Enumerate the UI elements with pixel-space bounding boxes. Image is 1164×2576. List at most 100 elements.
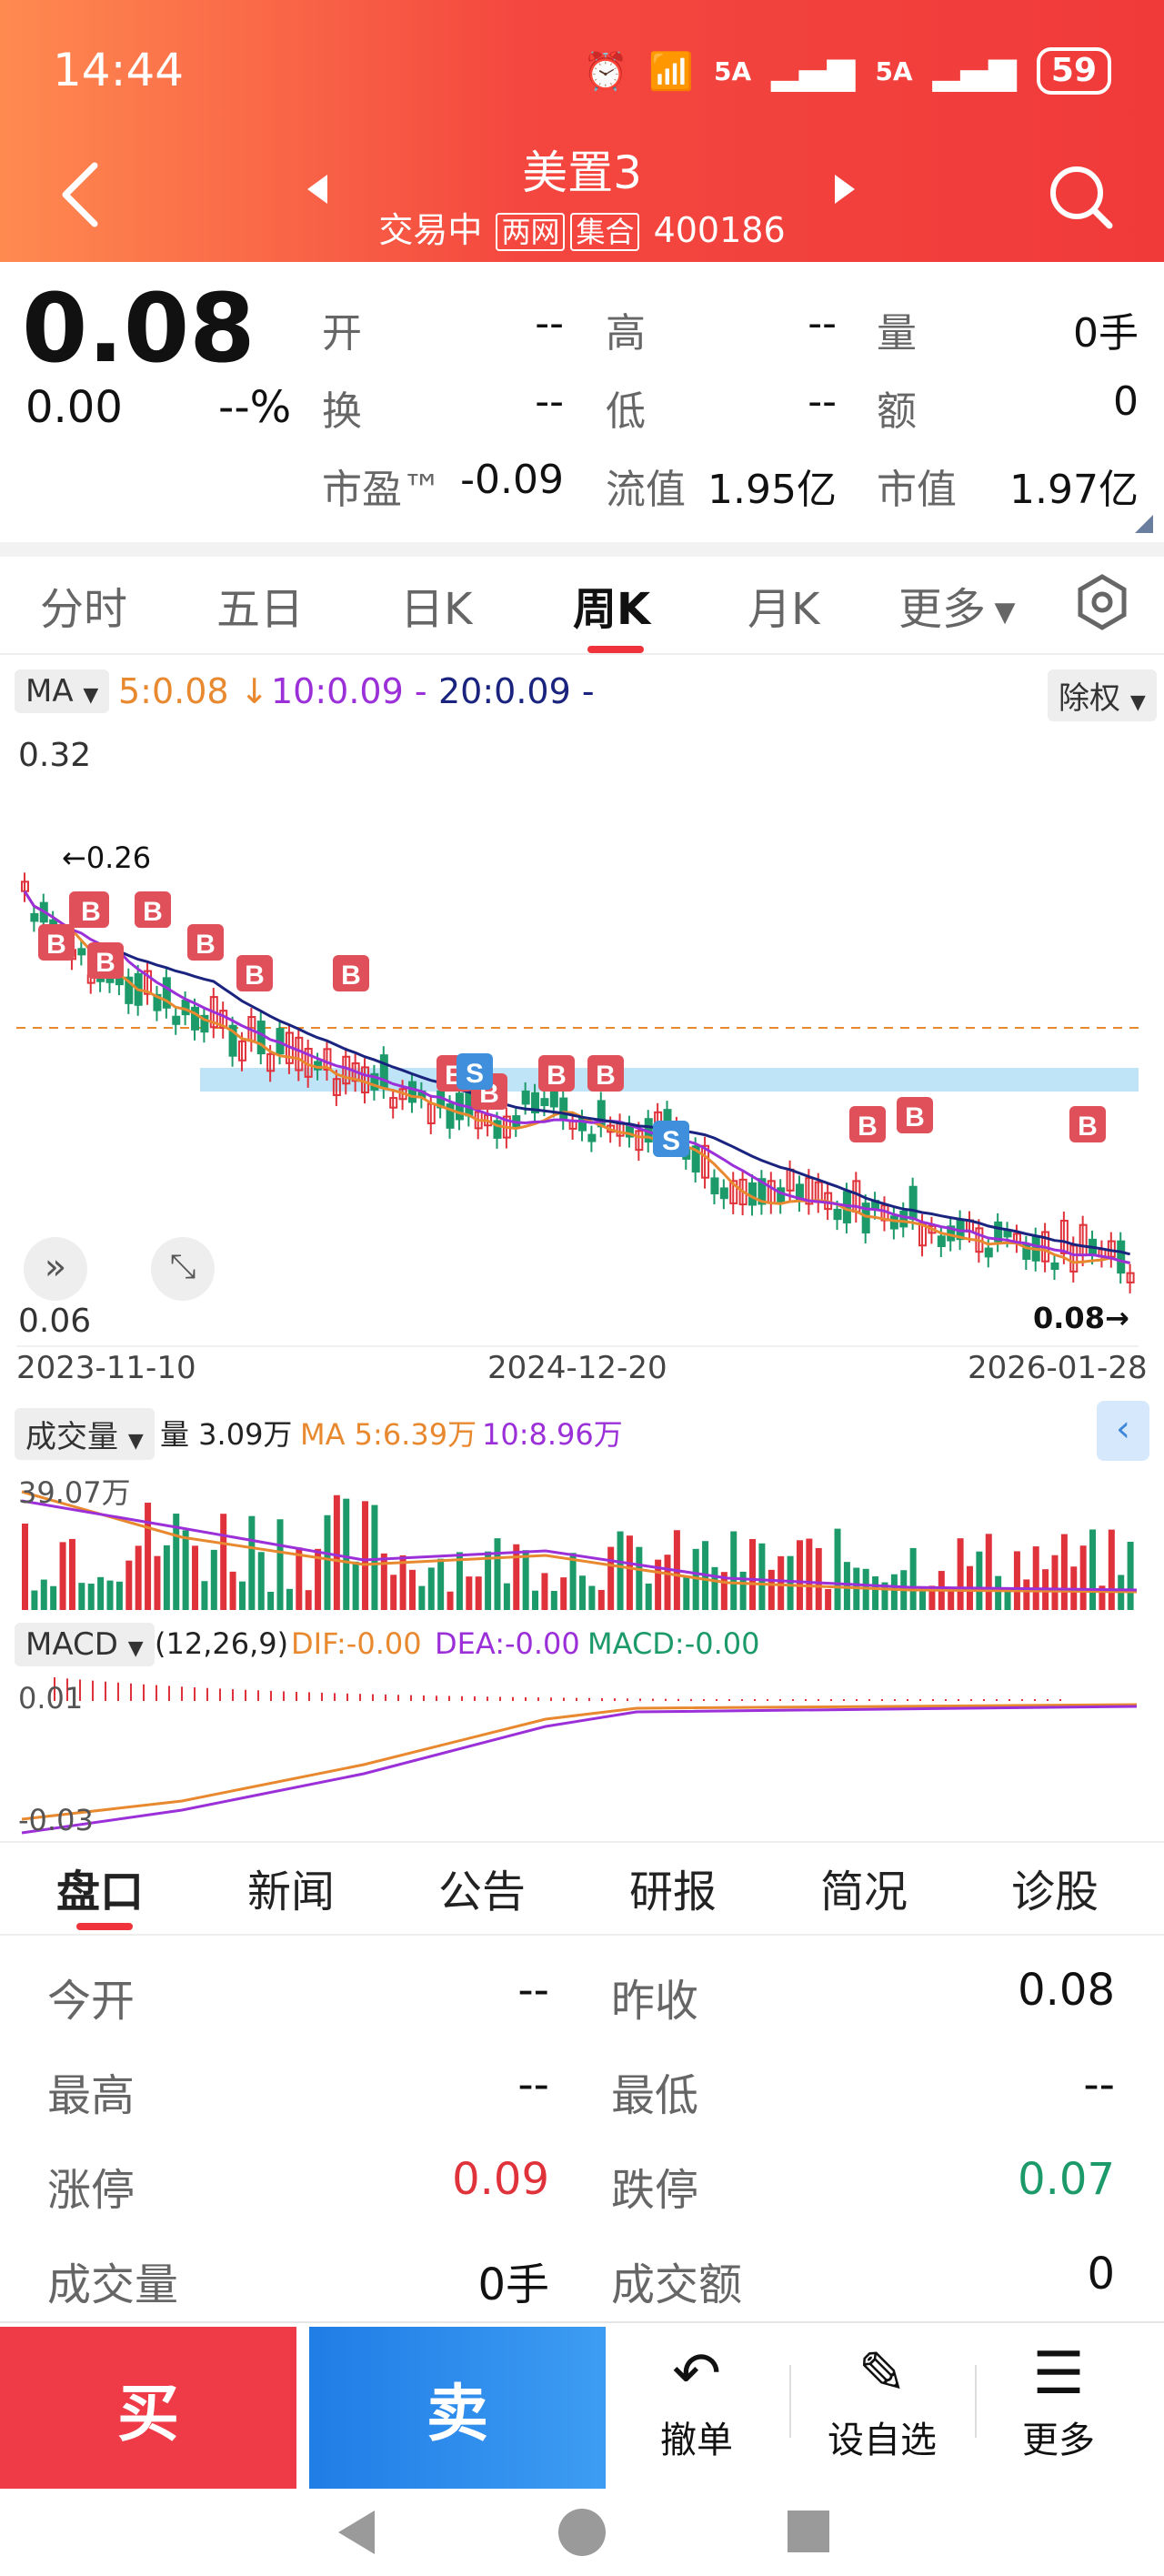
tab-more[interactable]: 更多 ▼ [898, 573, 1016, 637]
candle [1126, 1272, 1135, 1283]
signal-label-1: 5A [713, 55, 752, 86]
buy-signal-tag: B [1069, 1106, 1106, 1142]
y-high-label: 0.32 [18, 737, 92, 774]
macd-dif-line [21, 1703, 1138, 1821]
back-nav-icon[interactable] [335, 2507, 378, 2558]
volume-bar [50, 1585, 57, 1610]
ma-selector[interactable]: MA ▼ [15, 669, 110, 713]
buy-tag-bg [333, 955, 369, 991]
volume-bar [163, 1545, 170, 1610]
volume-bar [437, 1558, 445, 1610]
quote-label: 低 [606, 388, 646, 435]
back-icon[interactable] [58, 160, 104, 229]
volume-bar [730, 1531, 738, 1610]
add-watchlist-button[interactable]: ✎ 设自选 [800, 2338, 964, 2463]
quote-value: -- [535, 300, 564, 347]
tab-pankou[interactable]: 盘口 [56, 1867, 145, 1917]
volume-bar [238, 1581, 246, 1610]
status-icons: ⏰ 📶 5A ▂▄▆ 5A ▂▄▆ 59 [583, 47, 1111, 95]
active-tab-underline [587, 646, 644, 653]
candle [30, 912, 39, 922]
volume-bar [1032, 1546, 1039, 1610]
volume-bar [550, 1591, 557, 1610]
expand-chart-icon[interactable]: » [24, 1237, 87, 1301]
prev-stock-icon[interactable] [304, 171, 331, 207]
volume-bar [173, 1514, 180, 1610]
more-button[interactable]: ☰ 更多 [977, 2338, 1140, 2463]
cancel-order-button[interactable]: ↶ 撤单 [615, 2338, 778, 2463]
fullscreen-icon[interactable]: ⤡ [151, 1237, 215, 1301]
volume-bar [418, 1585, 426, 1610]
dropdown-icon: ▼ [127, 1637, 144, 1660]
divider [789, 2365, 791, 2438]
search-icon[interactable] [1046, 162, 1115, 231]
recents-nav-icon[interactable] [786, 2509, 831, 2554]
volume-bar [248, 1515, 256, 1610]
quote-label: 换 [322, 388, 362, 435]
volume-bar [890, 1574, 898, 1610]
buy-tag-bg [538, 1055, 575, 1092]
volume-bar [494, 1538, 501, 1610]
expand-corner-icon[interactable] [1135, 515, 1153, 533]
battery-indicator: 59 [1036, 47, 1111, 95]
divider [975, 2365, 977, 2438]
volume-bar [286, 1588, 293, 1610]
settings-icon[interactable] [1073, 573, 1131, 631]
collapse-panel-icon[interactable]: ‹ [1097, 1401, 1149, 1461]
candle [1050, 1262, 1059, 1271]
home-nav-icon[interactable] [557, 2507, 607, 2558]
volume-bar [985, 1534, 992, 1610]
volume-ma5: MA 5:6.39万 [300, 1417, 477, 1452]
volume-bar [97, 1576, 105, 1610]
volume-bar [872, 1576, 879, 1610]
tab-research[interactable]: 研报 [629, 1867, 717, 1917]
tab-period[interactable]: 分时 [40, 584, 128, 635]
volume-bar [768, 1569, 775, 1610]
volume-ma5-line [21, 1490, 1138, 1594]
volume-bar [115, 1581, 123, 1610]
macd-selector[interactable]: MACD ▼ [15, 1623, 155, 1666]
last-price-marker: 0.08→ [1033, 1301, 1129, 1335]
tab-news[interactable]: 新闻 [247, 1867, 336, 1917]
buy-signal-tag: B [587, 1055, 624, 1092]
volume-bar [427, 1567, 435, 1610]
limit-down-value: 0.07 [1018, 2154, 1115, 2205]
tab-period-active[interactable]: 周K [573, 584, 651, 635]
next-stock-icon[interactable] [831, 171, 858, 207]
tab-diagnosis[interactable]: 诊股 [1011, 1867, 1099, 1917]
buy-tag-bg [236, 955, 273, 991]
volume-axis-label: 39.07万 [18, 1475, 131, 1510]
sell-button[interactable]: 卖 [309, 2327, 606, 2489]
volume-bar [305, 1590, 312, 1610]
ma10-value: 10:0.09 - [271, 671, 427, 711]
signal-label-2: 5A [875, 55, 913, 86]
quote-label: 额 [877, 388, 917, 435]
volume-selector-label: 成交量 [25, 1419, 118, 1455]
kline-chart[interactable]: BBBBBBBBBBBBBBBSS [0, 728, 1164, 1392]
buy-signal-tag: B [135, 891, 171, 928]
tab-profile[interactable]: 简况 [820, 1867, 908, 1917]
tab-period[interactable]: 五日 [216, 584, 305, 635]
buy-button[interactable]: 买 [0, 2327, 296, 2489]
volume-bar [825, 1588, 832, 1610]
info-label: 昨收 [611, 1976, 699, 2027]
buy-tag-label: B [95, 948, 115, 978]
tab-announcement[interactable]: 公告 [438, 1867, 527, 1917]
volume-bar [560, 1577, 567, 1610]
candle [758, 1178, 767, 1205]
dropdown-icon: ▼ [127, 1430, 144, 1453]
candle [899, 1210, 908, 1228]
buy-tag-label: B [905, 1102, 925, 1132]
tab-period[interactable]: 日K [400, 584, 473, 635]
stock-subtitle: 交易中 两网 集合 400186 [0, 202, 1164, 252]
volume-bar [692, 1548, 699, 1610]
tab-period[interactable]: 月K [748, 584, 820, 635]
volume-bar [210, 1549, 217, 1610]
quote-label: 流值 [606, 467, 686, 513]
adjust-selector[interactable]: 除权 ▼ [1048, 669, 1157, 721]
candle [77, 948, 86, 956]
info-value: -- [517, 2059, 549, 2110]
buy-signal-tag: B [333, 955, 369, 991]
volume-selector[interactable]: 成交量 ▼ [15, 1408, 155, 1460]
volume-bar [928, 1585, 936, 1610]
